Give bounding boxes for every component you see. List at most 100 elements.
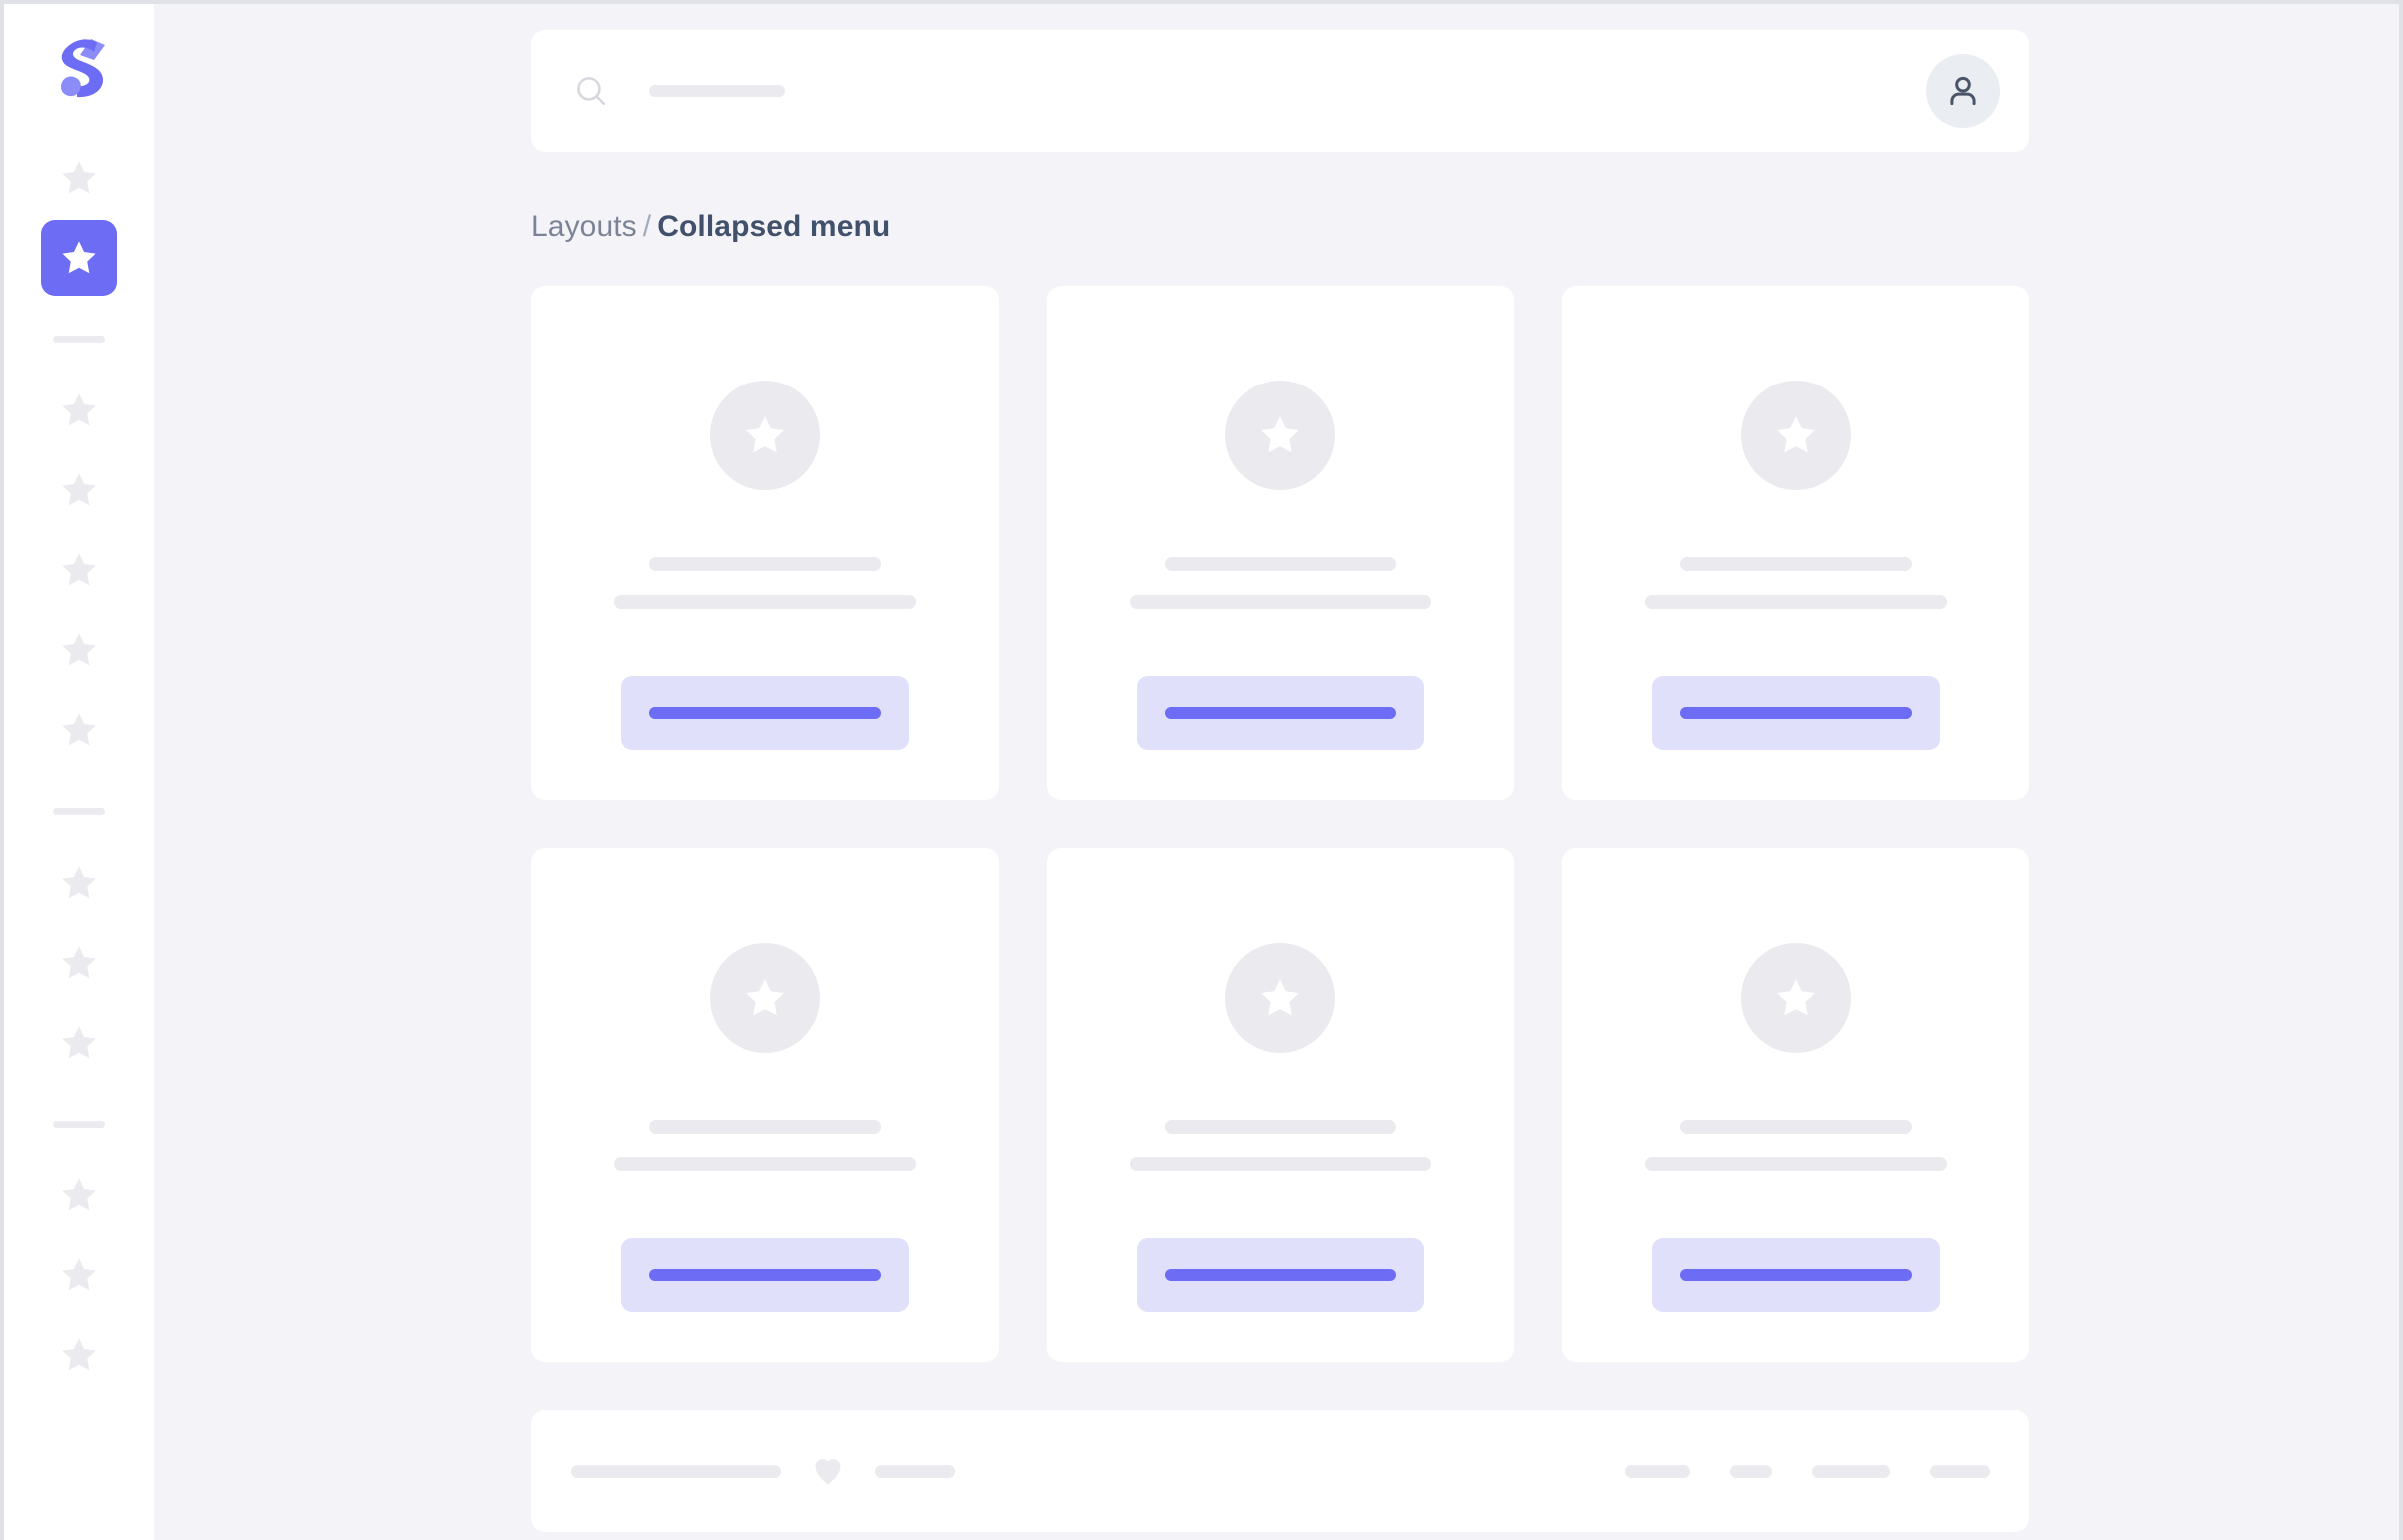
card-button-label-placeholder xyxy=(649,1269,881,1281)
card-action-button[interactable] xyxy=(1137,1238,1424,1312)
card-action-button[interactable] xyxy=(621,1238,909,1312)
star-icon xyxy=(746,416,784,453)
star-icon xyxy=(62,1338,96,1371)
sidebar-group-tertiary xyxy=(4,845,154,1085)
sidebar-item-4[interactable] xyxy=(41,452,117,528)
sidebar-item-11[interactable] xyxy=(41,1157,117,1233)
star-icon xyxy=(62,1178,96,1211)
card-title-placeholder xyxy=(1165,557,1396,571)
search-input[interactable] xyxy=(573,30,1926,152)
card-subtitle-placeholder xyxy=(1130,1157,1431,1171)
breadcrumb-separator: / xyxy=(642,210,652,243)
star-icon xyxy=(62,713,96,746)
star-icon xyxy=(1777,416,1815,453)
footer-text-placeholder-2 xyxy=(875,1464,955,1478)
sidebar-divider-1 xyxy=(53,336,105,343)
sidebar-item-6[interactable] xyxy=(41,612,117,688)
sidebar-item-12[interactable] xyxy=(41,1237,117,1313)
star-icon xyxy=(62,393,96,426)
breadcrumb: Layouts / Collapsed menu xyxy=(531,212,2029,242)
card-1[interactable] xyxy=(531,286,999,800)
card-title-placeholder xyxy=(649,1120,881,1134)
footer-right-group xyxy=(1625,1464,1990,1478)
card-title-placeholder xyxy=(649,557,881,571)
card-button-label-placeholder xyxy=(1165,1269,1396,1281)
sidebar-item-7[interactable] xyxy=(41,692,117,768)
card-5[interactable] xyxy=(1047,848,1514,1362)
sidebar-item-10[interactable] xyxy=(41,1005,117,1081)
star-icon xyxy=(62,1026,96,1059)
star-icon xyxy=(62,553,96,586)
card-button-label-placeholder xyxy=(1680,1269,1912,1281)
app-window: Layouts / Collapsed menu xyxy=(4,4,2399,1540)
topbar xyxy=(531,30,2029,152)
card-action-button[interactable] xyxy=(621,676,909,750)
star-icon xyxy=(62,161,96,194)
card-action-button[interactable] xyxy=(1652,1238,1940,1312)
breadcrumb-current: Collapsed menu xyxy=(657,210,891,243)
card-title-placeholder xyxy=(1680,557,1912,571)
heart-icon xyxy=(815,1459,841,1485)
sidebar-divider-2 xyxy=(53,808,105,815)
app-logo[interactable] xyxy=(42,30,116,106)
content-column: Layouts / Collapsed menu xyxy=(531,4,2029,1532)
star-icon xyxy=(62,1258,96,1291)
star-icon xyxy=(62,241,96,274)
card-avatar xyxy=(1741,943,1851,1053)
card-subtitle-placeholder xyxy=(1645,595,1947,609)
sidebar-group-quaternary xyxy=(4,1157,154,1397)
star-icon xyxy=(62,866,96,899)
sidebar-item-5[interactable] xyxy=(41,532,117,608)
card-subtitle-placeholder xyxy=(614,1157,916,1171)
sidebar-group-secondary xyxy=(4,373,154,772)
card-grid xyxy=(531,286,2029,1362)
card-title-placeholder xyxy=(1165,1120,1396,1134)
card-avatar xyxy=(1741,381,1851,490)
sidebar-item-8[interactable] xyxy=(41,845,117,921)
star-icon xyxy=(62,946,96,979)
card-avatar xyxy=(1225,943,1335,1053)
footer-text-placeholder-1 xyxy=(571,1464,781,1478)
card-4[interactable] xyxy=(531,848,999,1362)
card-6[interactable] xyxy=(1562,848,2029,1362)
footer-left-group xyxy=(571,1454,955,1488)
avatar[interactable] xyxy=(1926,54,2000,128)
card-title-placeholder xyxy=(1680,1120,1912,1134)
star-icon xyxy=(1261,416,1299,453)
sidebar-item-2-active[interactable] xyxy=(41,220,117,296)
card-avatar xyxy=(1225,381,1335,490)
breadcrumb-parent[interactable]: Layouts xyxy=(531,210,637,243)
card-button-label-placeholder xyxy=(1165,707,1396,719)
sidebar-item-9[interactable] xyxy=(41,925,117,1001)
footer-link-placeholder-3[interactable] xyxy=(1812,1464,1890,1478)
star-icon xyxy=(1777,979,1815,1016)
footer-link-placeholder-1[interactable] xyxy=(1625,1464,1690,1478)
footer xyxy=(531,1410,2029,1532)
star-icon xyxy=(62,473,96,506)
footer-link-placeholder-4[interactable] xyxy=(1930,1464,1990,1478)
card-avatar xyxy=(710,943,820,1053)
sidebar-item-3[interactable] xyxy=(41,373,117,448)
card-action-button[interactable] xyxy=(1137,676,1424,750)
card-button-label-placeholder xyxy=(1680,707,1912,719)
card-subtitle-placeholder xyxy=(1645,1157,1947,1171)
card-subtitle-placeholder xyxy=(1130,595,1431,609)
card-avatar xyxy=(710,381,820,490)
search-icon xyxy=(577,77,606,106)
sidebar-item-1[interactable] xyxy=(41,140,117,216)
footer-link-placeholder-2[interactable] xyxy=(1730,1464,1772,1478)
sidebar-item-13[interactable] xyxy=(41,1317,117,1393)
card-button-label-placeholder xyxy=(649,707,881,719)
user-icon xyxy=(1950,76,1976,106)
main-area: Layouts / Collapsed menu xyxy=(154,4,2399,1540)
sidebar-group-primary xyxy=(4,140,154,300)
sidebar-divider-3 xyxy=(53,1121,105,1128)
card-3[interactable] xyxy=(1562,286,2029,800)
star-icon xyxy=(1261,979,1299,1016)
star-icon xyxy=(62,633,96,666)
card-action-button[interactable] xyxy=(1652,676,1940,750)
card-2[interactable] xyxy=(1047,286,1514,800)
sidebar xyxy=(4,4,154,1540)
star-icon xyxy=(746,979,784,1016)
search-placeholder-bar xyxy=(649,85,785,97)
